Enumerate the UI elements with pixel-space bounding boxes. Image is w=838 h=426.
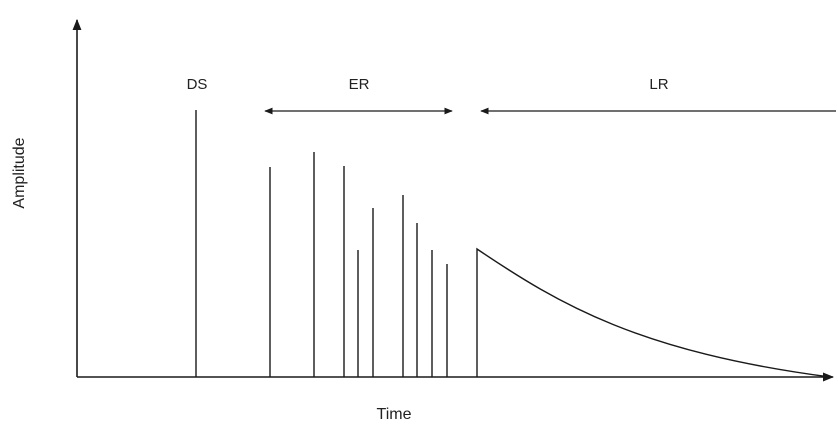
early-reflection-impulses [269,152,448,377]
late-reverberation-label: LR [649,76,668,93]
early-reflections-label: ER [349,76,370,93]
late-reverberation-decay-curve [476,247,831,378]
x-axis-label: Time [377,406,412,423]
y-axis-label: Amplitude [11,137,28,208]
direct-sound-label: DS [187,76,208,93]
